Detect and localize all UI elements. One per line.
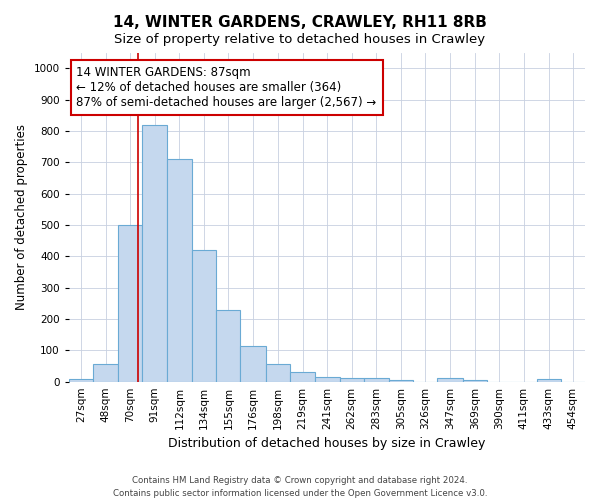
Text: 14, WINTER GARDENS, CRAWLEY, RH11 8RB: 14, WINTER GARDENS, CRAWLEY, RH11 8RB — [113, 15, 487, 30]
Bar — [389, 380, 413, 382]
X-axis label: Distribution of detached houses by size in Crawley: Distribution of detached houses by size … — [168, 437, 485, 450]
Bar — [167, 159, 192, 382]
Bar — [118, 225, 142, 382]
Bar — [340, 378, 364, 382]
Text: Contains HM Land Registry data © Crown copyright and database right 2024.
Contai: Contains HM Land Registry data © Crown c… — [113, 476, 487, 498]
Bar — [192, 250, 216, 382]
Bar — [290, 372, 316, 382]
Bar — [463, 380, 487, 382]
Bar — [69, 379, 93, 382]
Y-axis label: Number of detached properties: Number of detached properties — [15, 124, 28, 310]
Bar — [216, 310, 241, 382]
Bar — [364, 378, 389, 382]
Bar — [316, 377, 340, 382]
Bar — [142, 124, 167, 382]
Text: Size of property relative to detached houses in Crawley: Size of property relative to detached ho… — [115, 32, 485, 46]
Bar — [266, 364, 290, 382]
Bar — [241, 346, 266, 382]
Bar — [93, 364, 118, 382]
Bar — [536, 378, 561, 382]
Text: 14 WINTER GARDENS: 87sqm
← 12% of detached houses are smaller (364)
87% of semi-: 14 WINTER GARDENS: 87sqm ← 12% of detach… — [76, 66, 377, 108]
Bar — [437, 378, 463, 382]
